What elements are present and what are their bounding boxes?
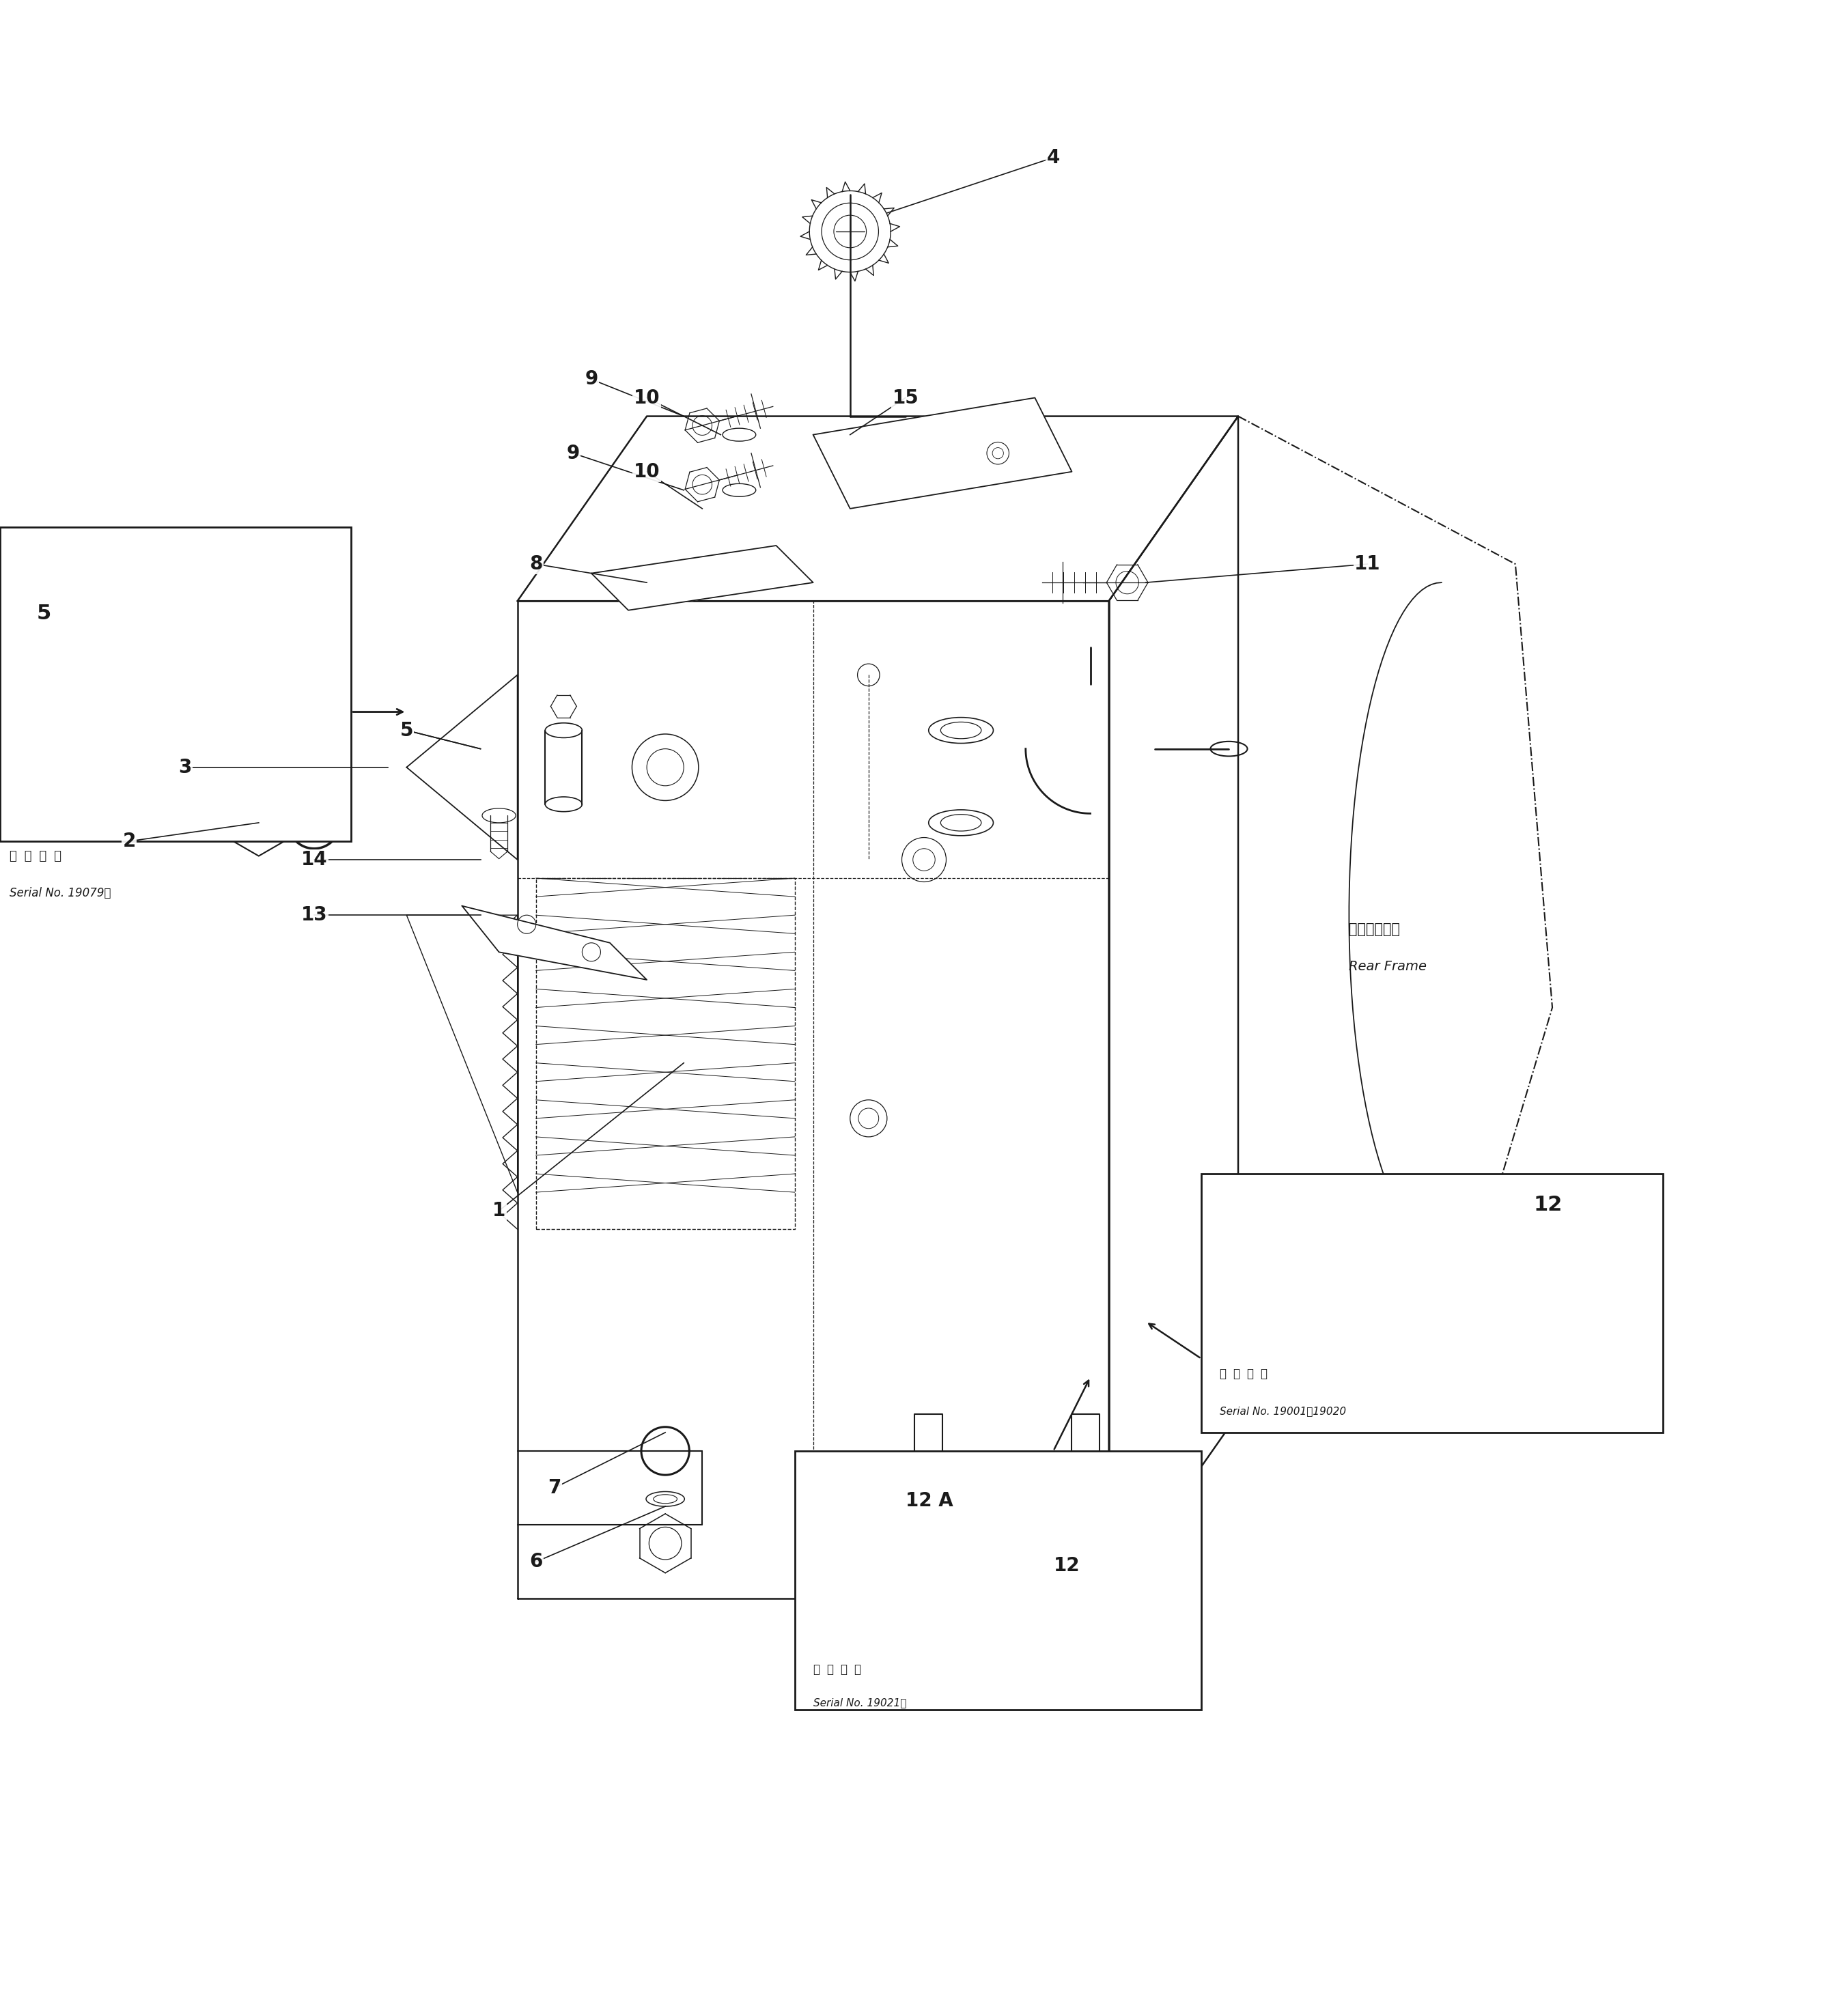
Text: 5: 5 <box>37 604 52 623</box>
Text: 10: 10 <box>634 389 660 407</box>
Text: 15: 15 <box>893 389 918 407</box>
Text: 2: 2 <box>122 832 137 850</box>
Bar <box>795 1451 1201 1709</box>
Text: 4: 4 <box>1046 147 1061 167</box>
Text: Serial No. 19021～: Serial No. 19021～ <box>813 1699 906 1709</box>
Text: 14: 14 <box>301 850 327 868</box>
Text: 5: 5 <box>399 721 414 740</box>
Text: 9: 9 <box>565 443 580 463</box>
Text: 8: 8 <box>529 554 543 574</box>
Text: 適 用 号 機: 適 用 号 機 <box>9 850 61 862</box>
Text: 3: 3 <box>177 758 192 778</box>
Polygon shape <box>462 907 647 979</box>
Text: 1: 1 <box>492 1201 506 1221</box>
Text: Rear Frame: Rear Frame <box>1349 961 1427 973</box>
Text: リヤフレーム: リヤフレーム <box>1349 923 1401 937</box>
Text: 13: 13 <box>301 905 327 925</box>
Text: 12: 12 <box>1053 1556 1079 1576</box>
Text: 6: 6 <box>529 1552 543 1572</box>
Text: 5: 5 <box>399 721 414 740</box>
Text: 7: 7 <box>547 1479 562 1497</box>
Text: 12: 12 <box>1534 1195 1563 1215</box>
Text: 適 用 号 機: 適 用 号 機 <box>813 1662 861 1674</box>
Text: 9: 9 <box>584 369 599 389</box>
Polygon shape <box>591 546 813 611</box>
Text: 10: 10 <box>634 461 660 482</box>
Polygon shape <box>813 397 1072 508</box>
Text: 適 用 号 機: 適 用 号 機 <box>1220 1368 1268 1380</box>
Text: Serial No. 19079～: Serial No. 19079～ <box>9 887 111 899</box>
Bar <box>1201 1175 1663 1433</box>
Text: Serial No. 19001～19020: Serial No. 19001～19020 <box>1220 1406 1345 1417</box>
Text: 11: 11 <box>1355 554 1380 574</box>
Text: 12 A: 12 A <box>906 1491 954 1511</box>
Bar <box>0 528 351 840</box>
Circle shape <box>249 812 268 832</box>
